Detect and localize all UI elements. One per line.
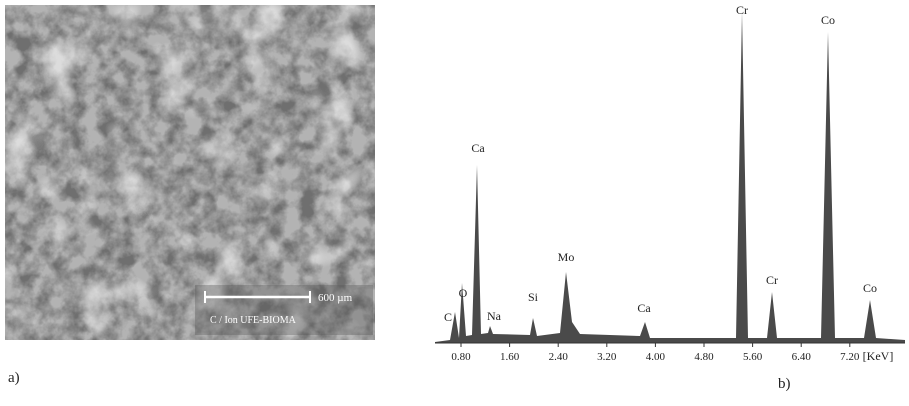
peak-label: Ca <box>637 301 651 315</box>
sem-image: 600 µm C / Ion UFE-BIOMA <box>5 5 375 340</box>
panel-label: a) <box>8 370 20 386</box>
peak-label: Co <box>821 13 835 27</box>
x-tick-label: 4.00 <box>646 351 666 363</box>
x-unit: [KeV] <box>863 349 894 363</box>
peak-label: Mo <box>558 250 575 264</box>
x-tick-label: 4.80 <box>694 351 714 363</box>
peak-label: O <box>459 286 468 300</box>
x-tick-label: 6.40 <box>792 351 812 363</box>
x-tick-label: 3.20 <box>597 351 617 363</box>
x-ticks: 0.80 1.60 2.40 3.20 4.00 4.80 5.60 6.40 7.20 <box>451 343 860 363</box>
peak-label: Si <box>528 290 539 304</box>
peak-label: C <box>444 310 452 324</box>
spectrum-area <box>435 12 905 343</box>
panel-label: b) <box>778 376 791 392</box>
peak-label: Ca <box>471 141 485 155</box>
x-tick-label: 1.60 <box>500 351 520 363</box>
scale-bar-label: 600 µm <box>318 292 353 304</box>
peak-label: Cr <box>766 273 778 287</box>
x-tick-label: 0.80 <box>451 351 471 363</box>
x-tick-label: 7.20 <box>840 351 860 363</box>
peak-label: Cr <box>736 3 748 17</box>
peak-label: Na <box>487 309 502 323</box>
peak-label: Co <box>863 281 877 295</box>
x-tick-label: 5.60 <box>743 351 763 363</box>
x-tick-label: 2.40 <box>549 351 569 363</box>
spectrum <box>435 12 905 344</box>
image-caption: C / Ion UFE-BIOMA <box>210 315 297 326</box>
